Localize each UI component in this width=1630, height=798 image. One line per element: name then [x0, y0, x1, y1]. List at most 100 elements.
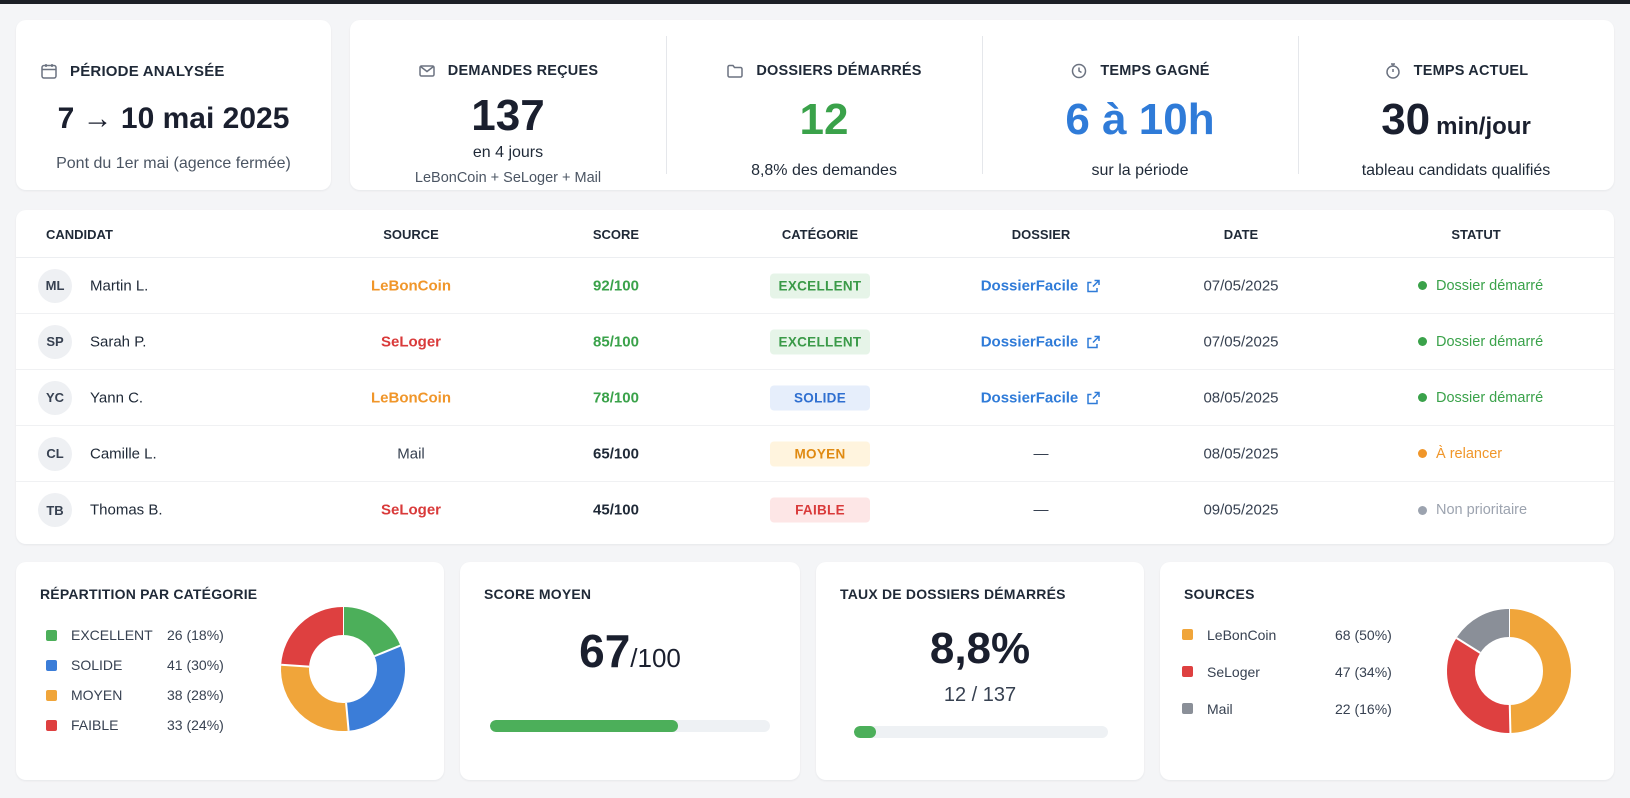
external-link-icon: [1087, 335, 1101, 348]
dossier-empty: —: [1033, 501, 1049, 519]
kpi-sub: en 4 jours: [472, 144, 544, 161]
kpi-label: DOSSIERS DÉMARRÉS: [756, 63, 922, 79]
candidate-name: Camille L.: [90, 445, 157, 462]
table-row[interactable]: YC Yann C. LeBonCoin 78/100 SOLIDE DossierFac…: [16, 370, 1614, 426]
period-label: PÉRIODE ANALYSÉE: [70, 62, 225, 80]
table-row[interactable]: SP Sarah P. SeLoger 85/100 EXCELLENT DossierF…: [16, 314, 1614, 370]
legend-item: EXCELLENT 26 (18%): [46, 620, 224, 650]
taux-value: 8,8%: [929, 624, 1031, 673]
legend-item: LeBonCoin 68 (50%): [1182, 616, 1392, 653]
col-source[interactable]: SOURCE: [383, 227, 439, 242]
period-card: PÉRIODE ANALYSÉE 7 → 10 mai 2025 Pont du…: [16, 20, 331, 190]
candidate-date: 07/05/2025: [1203, 277, 1279, 294]
category-badge: SOLIDE: [770, 385, 870, 410]
score-moyen-display: 67/100: [460, 624, 800, 678]
avatar: YC: [38, 380, 72, 415]
legend-label: SOLIDE: [71, 657, 123, 673]
taux-progress-fill: [854, 726, 877, 738]
candidate-date: 08/05/2025: [1203, 389, 1279, 406]
table-row[interactable]: CL Camille L. Mail 65/100 MOYEN — 08/05/2025 À …: [16, 426, 1614, 482]
col-date[interactable]: DATE: [1223, 227, 1259, 242]
mail-icon: [419, 65, 435, 77]
legend-swatch: [46, 659, 57, 671]
avatar: SP: [38, 324, 72, 359]
donut-separator: [1508, 704, 1512, 734]
legend-item: MOYEN 38 (28%): [46, 680, 224, 710]
donut-separator: [345, 702, 350, 731]
candidate-date: 09/05/2025: [1203, 501, 1279, 519]
legend-label: FAIBLE: [71, 717, 119, 733]
candidate-name: Yann C.: [90, 389, 144, 406]
legend-item: SOLIDE 41 (30%): [46, 650, 224, 680]
candidate-name: Sarah P.: [90, 333, 147, 350]
donut-slice: [281, 607, 344, 668]
table-row[interactable]: ML Martin L. LeBonCoin 92/100 EXCELLENT Dossi…: [16, 258, 1614, 314]
sources-title: SOURCES: [1184, 586, 1255, 602]
legend-count: 33 (24%): [167, 717, 224, 733]
candidate-score: 85/100: [593, 333, 639, 350]
stopwatch-icon: [1385, 63, 1400, 79]
kpi-label: TEMPS GAGNÉ: [1100, 63, 1210, 79]
score-moyen-max: /100: [630, 643, 681, 673]
taux-title: TAUX DE DOSSIERS DÉMARRÉS: [840, 586, 1066, 602]
status-dot: [1418, 505, 1427, 515]
dossier-link-label: DossierFacile: [980, 333, 1079, 350]
status: Dossier démarré: [1418, 334, 1543, 350]
taux-progress: [854, 726, 1108, 738]
status: Dossier démarré: [1418, 278, 1543, 294]
legend-label: Mail: [1207, 700, 1233, 717]
table-header: CANDIDAT SOURCE SCORE CATÉGORIE DOSSIER …: [16, 210, 1614, 258]
col-statut[interactable]: STATUT: [1451, 227, 1501, 242]
kpi-card: DEMANDES REÇUES 137 en 4 jours LeBonCoin…: [350, 20, 1614, 190]
candidate-source: SeLoger: [380, 501, 441, 519]
kpi-label: DEMANDES REÇUES: [447, 63, 599, 79]
avatar: CL: [38, 436, 72, 471]
col-categorie[interactable]: CATÉGORIE: [781, 227, 859, 242]
kpi-unit: min/jour: [1436, 113, 1531, 140]
dossier-link-label: DossierFacile: [980, 389, 1079, 406]
score-moyen-progress: [490, 720, 770, 732]
taux-card: TAUX DE DOSSIERS DÉMARRÉS 8,8% 12 / 137: [816, 562, 1144, 780]
col-score[interactable]: SCORE: [592, 227, 640, 242]
legend-item: Mail 22 (16%): [1182, 690, 1392, 727]
score-moyen-progress-fill: [490, 720, 678, 732]
status: Dossier démarré: [1418, 390, 1543, 406]
sources-donut: [1447, 609, 1571, 734]
status-label: Dossier démarré: [1436, 389, 1544, 406]
category-badge: EXCELLENT: [770, 329, 870, 354]
dossier-link-label: DossierFacile: [980, 277, 1079, 294]
score-moyen-value: 67: [579, 625, 631, 677]
candidates-table: CANDIDAT SOURCE SCORE CATÉGORIE DOSSIER …: [16, 210, 1614, 544]
external-link-icon: [1087, 391, 1101, 404]
donut-separator: [374, 644, 401, 658]
legend-swatch: [46, 689, 57, 701]
kpi-value: 6 à 10h: [1065, 95, 1215, 144]
candidate-score: 65/100: [593, 445, 639, 462]
period-note: Pont du 1er mai (agence fermée): [56, 155, 291, 172]
legend-swatch: [46, 629, 57, 641]
candidate-date: 08/05/2025: [1203, 445, 1279, 462]
candidate-name: Martin L.: [90, 277, 149, 294]
top-bar: [0, 0, 1630, 4]
dossier-link[interactable]: DossierFacile: [966, 277, 1116, 294]
donut-slice: [1447, 637, 1511, 733]
candidate-source: Mail: [397, 445, 425, 462]
status-label: Dossier démarré: [1436, 333, 1544, 350]
kpi-value: 137: [471, 91, 545, 140]
dossier-link[interactable]: DossierFacile: [966, 333, 1116, 350]
candidate-source: LeBonCoin: [371, 389, 451, 406]
kpi-sub: tableau candidats qualifiés: [1361, 162, 1551, 179]
period-range: 7 → 10 mai 2025: [57, 102, 290, 135]
legend-item: FAIBLE 33 (24%): [46, 710, 224, 740]
avatar: ML: [38, 268, 72, 303]
categories-legend: EXCELLENT 26 (18%) SOLIDE 41 (30%) MOYEN 38 (…: [46, 620, 224, 740]
status-dot: [1418, 281, 1427, 290]
table-row[interactable]: TB Thomas B. SeLoger 45/100 FAIBLE — 09/05/202…: [16, 482, 1614, 538]
col-candidat[interactable]: CANDIDAT: [46, 227, 113, 242]
folder-icon: [727, 64, 744, 78]
col-dossier[interactable]: DOSSIER: [1011, 227, 1071, 242]
kpi-value-line: 30 min/jour: [1298, 95, 1614, 144]
legend-swatch: [1182, 666, 1193, 677]
dossier-link[interactable]: DossierFacile: [966, 389, 1116, 406]
kpi-temps-gagne: TEMPS GAGNÉ 6 à 10h sur la période: [982, 20, 1298, 190]
